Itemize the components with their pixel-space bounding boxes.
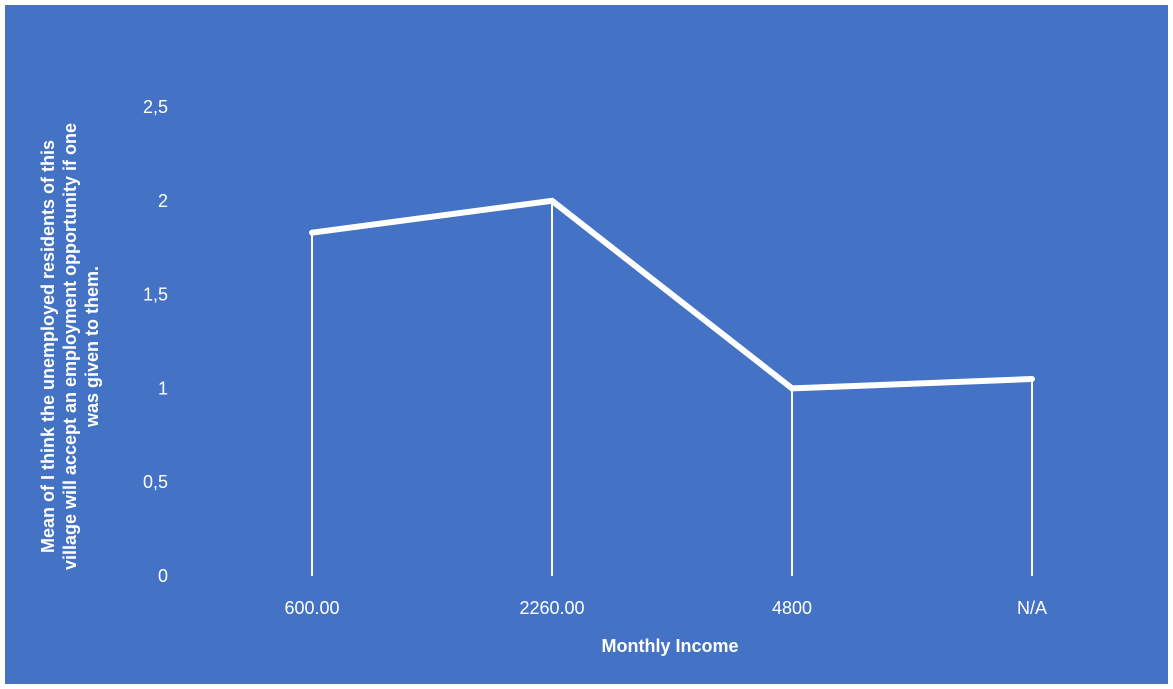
y-tick-label: 2 bbox=[158, 191, 168, 211]
x-tick-label: 4800 bbox=[772, 598, 812, 618]
y-axis-title-line: was given to them. bbox=[82, 266, 102, 428]
y-axis-title-line: village will accept an employment opport… bbox=[60, 123, 80, 570]
series-group bbox=[309, 197, 1035, 392]
y-tick-label: 1,5 bbox=[143, 285, 168, 305]
x-tick-label: N/A bbox=[1017, 598, 1047, 618]
data-point bbox=[551, 200, 553, 202]
chart-area bbox=[5, 5, 1168, 684]
x-axis-ticks: 600.00 2260.00 4800 N/A bbox=[284, 598, 1047, 618]
y-tick-label: 2,5 bbox=[143, 97, 168, 117]
y-axis-title: Mean of I think the unemployed residents… bbox=[38, 123, 102, 570]
y-tick-label: 1 bbox=[158, 378, 168, 398]
drop-lines bbox=[311, 200, 1033, 576]
y-axis-ticks: 0 0,5 1 1,5 2 2,5 bbox=[143, 97, 168, 586]
series-line bbox=[309, 197, 1035, 392]
x-tick-label: 2260.00 bbox=[519, 598, 584, 618]
data-point bbox=[1031, 378, 1033, 380]
y-tick-label: 0,5 bbox=[143, 472, 168, 492]
data-point bbox=[311, 232, 313, 234]
data-point bbox=[791, 387, 793, 389]
y-axis-title-line: Mean of I think the unemployed residents… bbox=[38, 140, 58, 553]
y-tick-label: 0 bbox=[158, 566, 168, 586]
x-tick-label: 600.00 bbox=[284, 598, 339, 618]
x-axis-title: Monthly Income bbox=[601, 636, 738, 656]
